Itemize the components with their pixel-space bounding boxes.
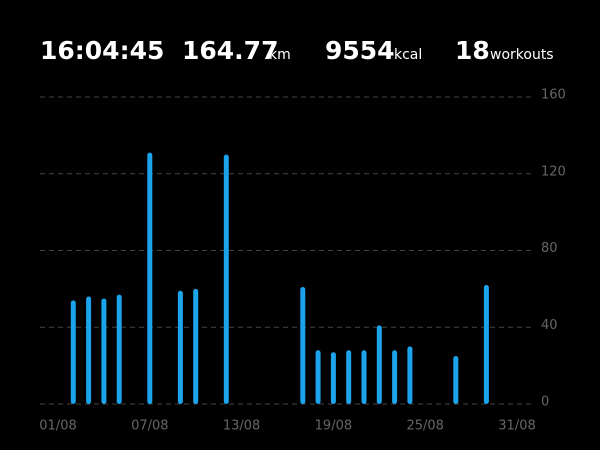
distance: 164.77 — [182, 36, 278, 65]
x-tick-label: 31/08 — [498, 419, 535, 434]
bar — [300, 286, 306, 404]
calories-unit: kcal — [394, 47, 422, 63]
bar — [330, 352, 336, 404]
bar — [177, 290, 183, 404]
bar — [407, 346, 413, 404]
summary-bar: 16:04:45 164.77 km 9554 kcal 18 workouts — [40, 36, 554, 65]
y-tick-label: 80 — [541, 241, 558, 256]
bar — [147, 152, 153, 404]
bar — [346, 350, 352, 404]
x-tick-label: 25/08 — [406, 419, 443, 434]
bar — [101, 298, 107, 404]
bar — [376, 325, 382, 404]
bar — [86, 296, 92, 404]
bar — [392, 350, 398, 404]
y-tick-label: 120 — [541, 164, 566, 179]
duration: 16:04:45 — [40, 36, 164, 65]
x-tick-label: 07/08 — [131, 419, 168, 434]
bar — [453, 356, 459, 404]
bar — [116, 294, 122, 404]
x-tick-label: 01/08 — [39, 419, 76, 434]
bar — [315, 350, 321, 404]
bar — [70, 300, 76, 404]
x-tick-label: 13/08 — [223, 419, 260, 434]
x-tick-label: 19/08 — [315, 419, 352, 434]
y-tick-label: 0 — [541, 395, 549, 410]
calories: 9554 — [325, 36, 395, 65]
workouts-unit: workouts — [490, 47, 554, 63]
bar — [193, 288, 199, 404]
bar — [361, 350, 367, 404]
workouts: 18 — [455, 36, 490, 65]
bar — [483, 285, 489, 404]
y-tick-label: 160 — [541, 88, 566, 103]
bar — [223, 154, 229, 404]
y-tick-label: 40 — [541, 318, 558, 333]
distance-unit: km — [269, 47, 291, 63]
